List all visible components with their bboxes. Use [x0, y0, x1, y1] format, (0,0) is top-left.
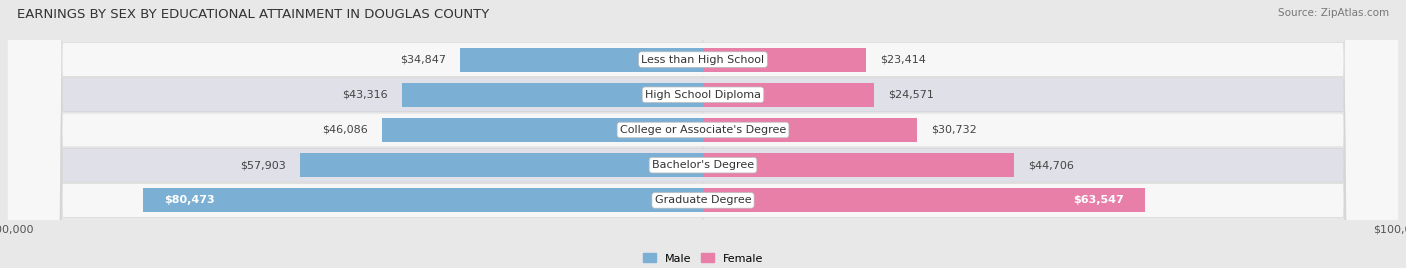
- FancyBboxPatch shape: [7, 0, 1399, 268]
- Bar: [703, 188, 1146, 212]
- FancyBboxPatch shape: [7, 0, 1399, 268]
- Text: $30,732: $30,732: [931, 125, 977, 135]
- Text: Graduate Degree: Graduate Degree: [655, 195, 751, 205]
- Text: High School Diploma: High School Diploma: [645, 90, 761, 100]
- Bar: [703, 118, 917, 142]
- Text: $44,706: $44,706: [1028, 160, 1074, 170]
- Text: Bachelor's Degree: Bachelor's Degree: [652, 160, 754, 170]
- Text: EARNINGS BY SEX BY EDUCATIONAL ATTAINMENT IN DOUGLAS COUNTY: EARNINGS BY SEX BY EDUCATIONAL ATTAINMEN…: [17, 8, 489, 21]
- Bar: [382, 118, 703, 142]
- Bar: [299, 153, 703, 177]
- Text: College or Associate's Degree: College or Associate's Degree: [620, 125, 786, 135]
- Text: $34,847: $34,847: [401, 55, 447, 65]
- Text: $23,414: $23,414: [880, 55, 925, 65]
- Text: $57,903: $57,903: [240, 160, 285, 170]
- Bar: [703, 48, 866, 72]
- FancyBboxPatch shape: [7, 0, 1399, 268]
- Bar: [461, 48, 703, 72]
- Text: $63,547: $63,547: [1074, 195, 1125, 205]
- Bar: [143, 188, 703, 212]
- Text: $43,316: $43,316: [342, 90, 388, 100]
- Text: Less than High School: Less than High School: [641, 55, 765, 65]
- Text: Source: ZipAtlas.com: Source: ZipAtlas.com: [1278, 8, 1389, 18]
- Bar: [402, 83, 703, 107]
- Legend: Male, Female: Male, Female: [638, 249, 768, 268]
- Text: $24,571: $24,571: [889, 90, 934, 100]
- Text: $80,473: $80,473: [165, 195, 215, 205]
- Bar: [703, 83, 875, 107]
- FancyBboxPatch shape: [7, 0, 1399, 268]
- Bar: [703, 153, 1014, 177]
- Text: $46,086: $46,086: [322, 125, 368, 135]
- FancyBboxPatch shape: [7, 0, 1399, 268]
